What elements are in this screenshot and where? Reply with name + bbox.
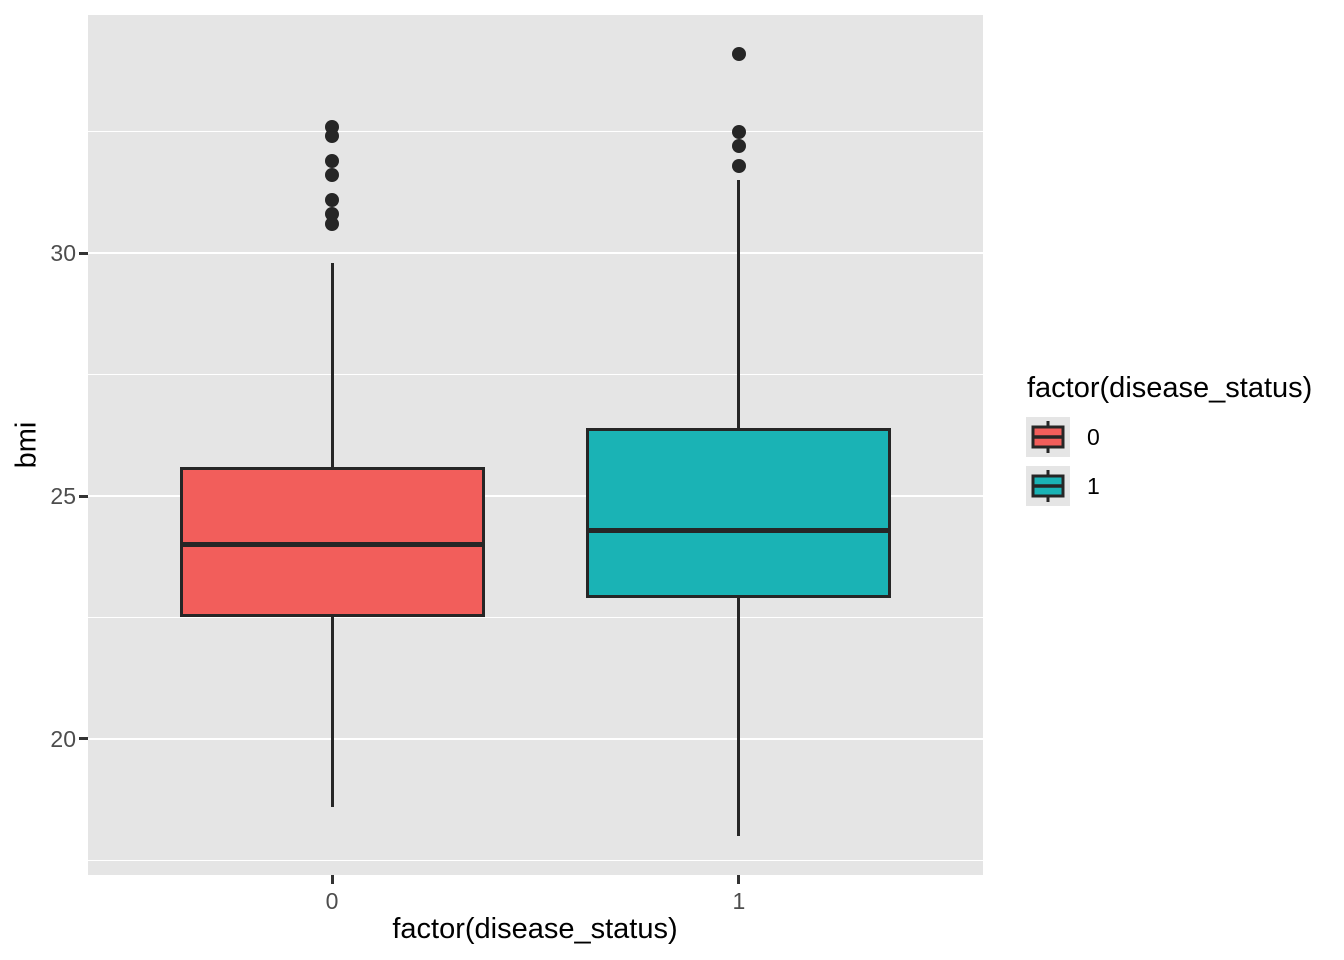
outlier-point (325, 207, 340, 222)
legend-item-label: 0 (1087, 424, 1100, 450)
x-axis-title: factor(disease_status) (392, 913, 678, 945)
outlier-point (325, 153, 340, 168)
y-axis-tick (79, 251, 88, 255)
upper-whisker-line (737, 180, 741, 428)
x-tick-label: 1 (732, 888, 746, 914)
x-tick-label: 0 (325, 888, 339, 914)
lower-whisker-line (737, 598, 741, 837)
y-axis-title: bmi (10, 421, 43, 469)
legend-item-label: 1 (1087, 473, 1100, 499)
legend-title: factor(disease_status) (1027, 372, 1313, 404)
outlier-point (731, 46, 746, 61)
outlier-point (325, 168, 340, 183)
legend-item: 1 (1026, 466, 1311, 506)
boxplot-box (586, 427, 892, 599)
outlier-point (731, 158, 746, 173)
plot-panel (88, 15, 983, 875)
legend-key (1026, 417, 1070, 457)
major-gridline (88, 494, 983, 498)
major-gridline (88, 737, 983, 741)
y-axis-tick (79, 494, 88, 498)
legend-key-boxplot-icon (1031, 421, 1065, 453)
legend-key-boxplot-icon (1031, 470, 1065, 502)
outlier-point (325, 192, 340, 207)
outlier-point (731, 124, 746, 139)
upper-whisker-line (330, 262, 334, 467)
y-tick-label: 20 (50, 725, 76, 752)
y-tick-label: 25 (50, 483, 76, 510)
y-axis-tick (79, 737, 88, 741)
minor-gridline (88, 130, 983, 133)
median-line (179, 542, 485, 548)
x-axis-tick (737, 875, 741, 884)
median-line (586, 527, 892, 533)
legend-key (1026, 466, 1070, 506)
outlier-point (731, 139, 746, 154)
legend-item: 0 (1026, 417, 1311, 457)
lower-whisker-line (330, 617, 334, 807)
minor-gridline (88, 859, 983, 862)
major-gridline (88, 251, 983, 255)
minor-gridline (88, 616, 983, 619)
outlier-point (325, 119, 340, 134)
minor-gridline (88, 373, 983, 376)
y-tick-label: 30 (50, 240, 76, 267)
x-axis-tick (330, 875, 334, 884)
